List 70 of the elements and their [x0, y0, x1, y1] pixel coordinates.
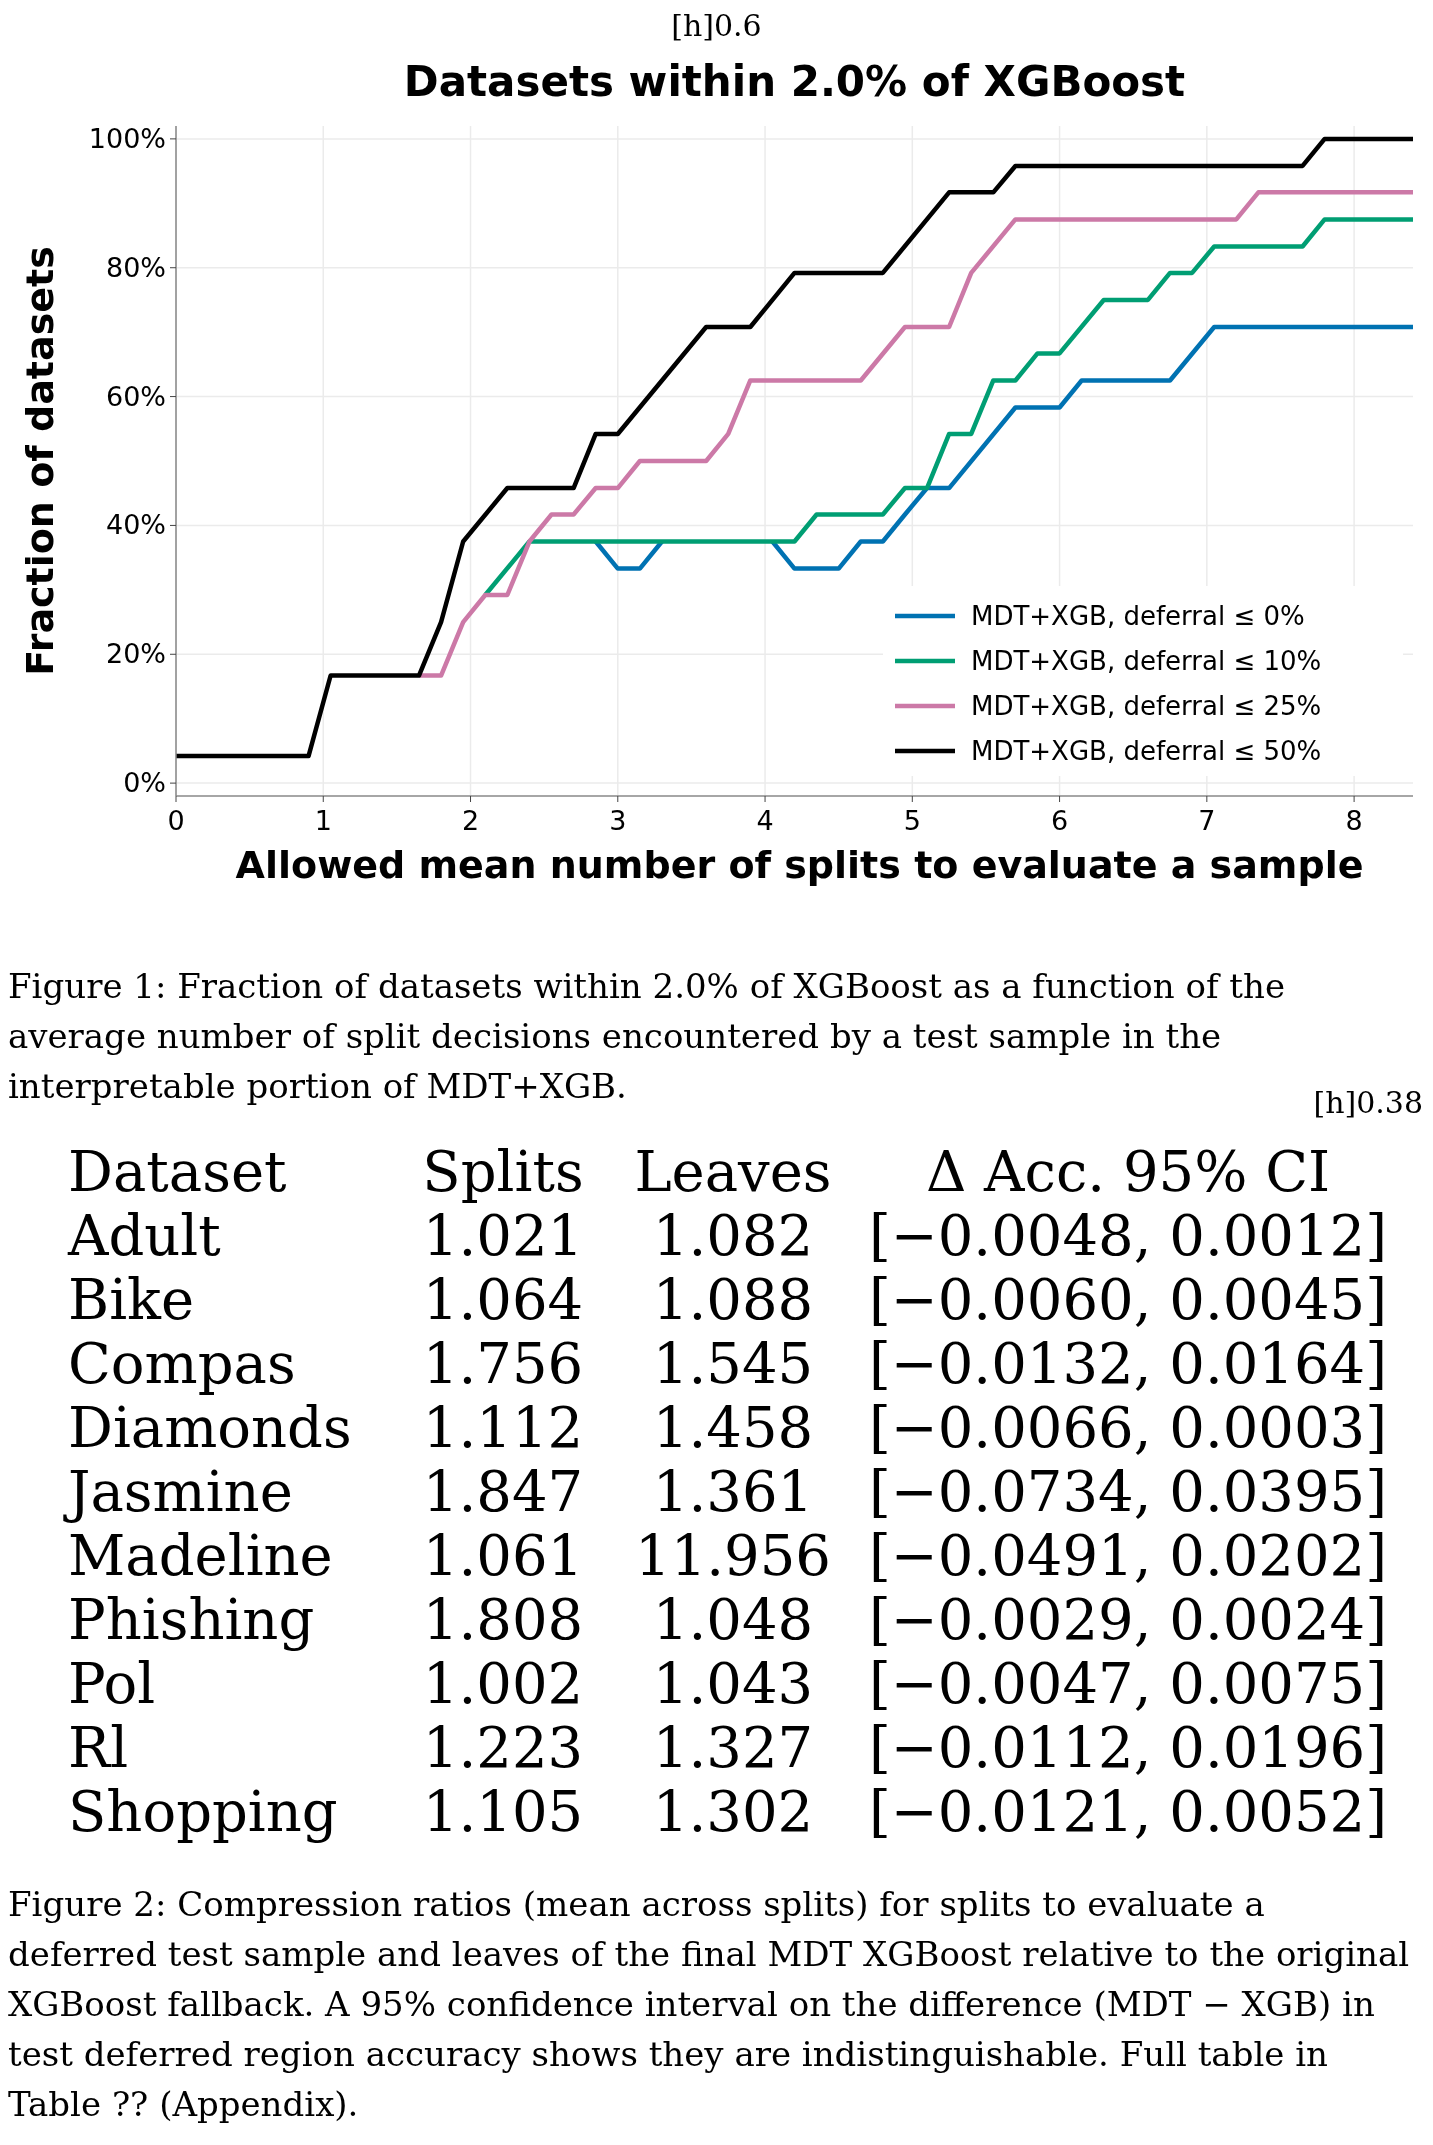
y-tick-label: 40% — [105, 509, 166, 541]
x-axis-title: Allowed mean number of splits to evaluate a sample — [235, 843, 1364, 887]
caption: Figure 2: Compression ratios (mean across splits) for splits to evaluate a deferred test sample and leaves of the final MDT XGBoost relative to the original XGBoost fallback. A 95% confidence interval on the difference (MDT − XGB) in test deferred region accuracy shows they are indistinguishable. Full table in Table ?? (Appendix). — [8, 1884, 1410, 2124]
legend-label: MDT+XGB, deferral ≤ 0% — [971, 601, 1305, 631]
x-tick-label: 7 — [1198, 805, 1216, 836]
text: Dataset — [68, 1139, 288, 1204]
y-tick-label: 20% — [105, 638, 166, 670]
x-tick-label: 8 — [1345, 805, 1363, 836]
text: 1.327 — [652, 1715, 814, 1780]
text: [−0.0491, 0.0202] — [868, 1523, 1388, 1588]
legend-label: MDT+XGB, deferral ≤ 50% — [971, 736, 1322, 766]
text: 1.105 — [422, 1779, 584, 1844]
text: [−0.0048, 0.0012] — [868, 1203, 1388, 1268]
text: [−0.0112, 0.0196] — [868, 1715, 1388, 1780]
text: Splits — [422, 1139, 584, 1204]
text: 11.956 — [635, 1523, 831, 1588]
text: [h]0.6 — [671, 8, 762, 43]
text: Δ Acc. 95% CI — [925, 1139, 1331, 1204]
text: Compas — [68, 1331, 296, 1396]
text: [−0.0121, 0.0052] — [868, 1779, 1388, 1844]
text: Madeline — [68, 1523, 333, 1588]
text: Adult — [67, 1203, 222, 1268]
text: 1.112 — [422, 1395, 584, 1460]
y-tick-label: 80% — [105, 251, 166, 283]
text: [−0.0132, 0.0164] — [868, 1331, 1388, 1396]
text: [−0.0060, 0.0045] — [868, 1267, 1388, 1332]
text: 1.808 — [422, 1587, 584, 1652]
text: Shopping — [68, 1779, 338, 1844]
text: 1.021 — [422, 1203, 584, 1268]
text: [−0.0047, 0.0075] — [868, 1651, 1388, 1716]
text: [−0.0734, 0.0395] — [868, 1459, 1388, 1524]
y-tick-label: 60% — [105, 380, 166, 412]
y-axis-title: Fraction of datasets — [18, 246, 62, 676]
text: Leaves — [634, 1139, 832, 1204]
text: 1.061 — [422, 1523, 584, 1588]
y-tick-label: 0% — [123, 767, 166, 799]
x-tick-label: 0 — [167, 805, 185, 836]
text: 1.064 — [422, 1267, 584, 1332]
x-tick-label: 6 — [1050, 805, 1069, 836]
text: 1.002 — [422, 1651, 584, 1716]
text: Diamonds — [68, 1395, 352, 1460]
text: Rl — [68, 1715, 129, 1780]
text: Jasmine — [63, 1459, 293, 1524]
text: Bike — [68, 1267, 195, 1332]
text: 1.082 — [652, 1203, 814, 1268]
x-tick-label: 1 — [314, 805, 332, 836]
text: 1.361 — [652, 1459, 814, 1524]
y-tick-label: 100% — [88, 122, 166, 154]
x-tick-label: 5 — [903, 805, 921, 836]
text: 1.302 — [652, 1779, 814, 1844]
text: 1.043 — [652, 1651, 814, 1716]
text: 1.458 — [652, 1395, 814, 1460]
text: 1.756 — [422, 1331, 584, 1396]
text: 1.223 — [422, 1715, 584, 1780]
text: 1.847 — [422, 1459, 584, 1524]
text: [h]0.38 — [1313, 1085, 1423, 1120]
legend-label: MDT+XGB, deferral ≤ 25% — [971, 691, 1322, 721]
text: 1.545 — [652, 1331, 814, 1396]
text: 1.048 — [652, 1587, 814, 1652]
x-tick-label: 3 — [609, 805, 627, 836]
x-tick-label: 4 — [756, 805, 774, 836]
text: [−0.0029, 0.0024] — [868, 1587, 1388, 1652]
x-tick-label: 2 — [461, 805, 480, 836]
text: Pol — [68, 1651, 156, 1716]
chart-title: Datasets within 2.0% of XGBoost — [403, 57, 1186, 106]
text: Phishing — [68, 1587, 315, 1652]
caption: Figure 1: Fraction of datasets within 2.0% of XGBoost as a function of the average number of split decisions encountered by a test sample in the interpretable portion of MDT+XGB. — [8, 966, 1286, 1106]
legend-label: MDT+XGB, deferral ≤ 10% — [971, 646, 1322, 676]
text: 1.088 — [652, 1267, 814, 1332]
text: [−0.0066, 0.0003] — [868, 1395, 1388, 1460]
